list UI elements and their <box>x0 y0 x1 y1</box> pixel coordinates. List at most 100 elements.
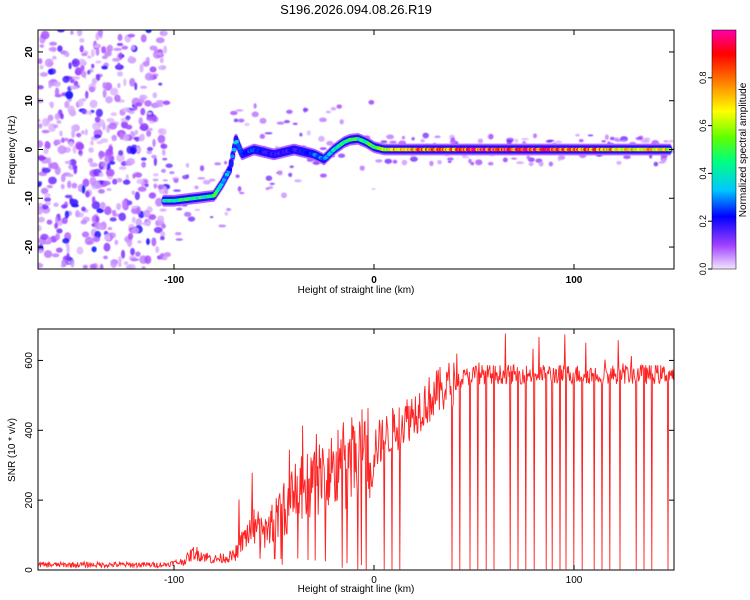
noise-blob <box>41 167 51 174</box>
noise-blob <box>281 192 287 199</box>
noise-blob <box>437 160 442 165</box>
noise-blob <box>48 102 54 106</box>
noise-blob <box>141 221 150 226</box>
noise-blob <box>38 181 43 186</box>
noise-blob <box>54 139 62 145</box>
noise-blob <box>640 138 648 143</box>
noise-blob <box>116 203 122 211</box>
noise-blob <box>84 128 88 136</box>
colorbar-tick-label: 0.0 <box>698 263 708 276</box>
noise-blob <box>80 70 86 78</box>
noise-blob <box>143 209 151 218</box>
noise-blob <box>117 62 121 69</box>
noise-blob <box>164 189 169 195</box>
colorbar-tick-label: 0.4 <box>698 167 708 180</box>
noise-blob <box>533 133 538 139</box>
noise-blob <box>197 177 206 180</box>
noise-blob <box>224 211 229 216</box>
noise-blob <box>138 134 145 142</box>
noise-blob <box>81 184 86 194</box>
noise-blob <box>468 158 472 164</box>
noise-blob <box>38 156 47 160</box>
noise-blob <box>314 161 319 165</box>
noise-blob <box>502 157 508 163</box>
noise-blob <box>73 166 78 175</box>
noise-blob <box>160 231 166 237</box>
noise-blob <box>159 57 164 64</box>
noise-blob <box>146 111 153 115</box>
noise-blob <box>62 75 70 83</box>
noise-blob <box>151 237 157 247</box>
noise-blob <box>40 187 49 195</box>
noise-blob <box>92 236 101 243</box>
noise-blob <box>613 137 620 142</box>
noise-blob <box>548 161 554 167</box>
noise-blob <box>169 171 175 175</box>
noise-blob <box>208 178 216 182</box>
noise-blob <box>125 264 133 269</box>
ridge-core <box>227 167 232 172</box>
noise-blob <box>125 124 133 130</box>
noise-blob <box>135 102 143 107</box>
noise-blob <box>237 118 245 123</box>
noise-blob <box>244 122 250 126</box>
noise-blob <box>99 263 104 269</box>
noise-blob <box>55 216 59 225</box>
noise-blob <box>95 60 102 64</box>
noise-blob <box>57 221 63 227</box>
noise-blob <box>112 178 118 185</box>
noise-blob <box>235 109 244 112</box>
noise-blob <box>70 258 75 268</box>
y-tick-label: 400 <box>24 422 35 439</box>
noise-blob <box>69 159 77 166</box>
noise-blob <box>337 153 346 158</box>
noise-blob <box>62 238 70 244</box>
noise-blob <box>82 264 88 269</box>
noise-blob <box>64 210 70 219</box>
noise-blob <box>75 142 85 151</box>
noise-blob <box>38 216 45 223</box>
noise-blob <box>53 124 59 129</box>
noise-blob <box>514 138 519 143</box>
noise-blob <box>87 70 91 75</box>
noise-blob <box>39 64 44 70</box>
noise-blob <box>122 107 130 113</box>
noise-blob <box>44 197 52 202</box>
noise-blob <box>123 261 129 266</box>
noise-blob <box>319 147 327 151</box>
noise-blob <box>102 81 107 88</box>
noise-blob <box>90 140 94 146</box>
noise-blob <box>259 133 266 140</box>
noise-blob <box>137 240 142 244</box>
noise-blob <box>46 184 53 189</box>
noise-blob <box>99 224 104 231</box>
noise-blob <box>141 266 146 269</box>
noise-blob <box>294 179 302 183</box>
noise-blob <box>447 157 454 161</box>
snr-x-ticks: -100 0 100 <box>164 329 583 586</box>
noise-blob <box>130 257 139 262</box>
noise-blob <box>434 135 441 139</box>
noise-blob <box>176 207 183 211</box>
snr-y-ticks: 0 200 400 600 <box>24 352 674 573</box>
noise-blob <box>158 128 167 136</box>
noise-blob <box>64 160 72 165</box>
noise-blob <box>235 174 240 178</box>
noise-blob <box>339 119 344 125</box>
noise-blob <box>98 172 104 178</box>
noise-blob <box>384 158 393 164</box>
noise-blob <box>40 30 50 40</box>
noise-blob <box>392 159 398 164</box>
noise-blob <box>155 246 160 253</box>
noise-blob <box>506 139 514 143</box>
y-tick-label: 200 <box>24 491 35 508</box>
noise-blob <box>185 174 190 179</box>
figure-title: S196.2026.094.08.26.R19 <box>280 2 432 17</box>
noise-blob <box>48 47 57 52</box>
noise-blob <box>139 63 144 73</box>
noise-blob <box>81 52 88 57</box>
noise-blob <box>107 227 113 231</box>
noise-blob <box>162 100 171 105</box>
noise-blob <box>447 160 452 163</box>
